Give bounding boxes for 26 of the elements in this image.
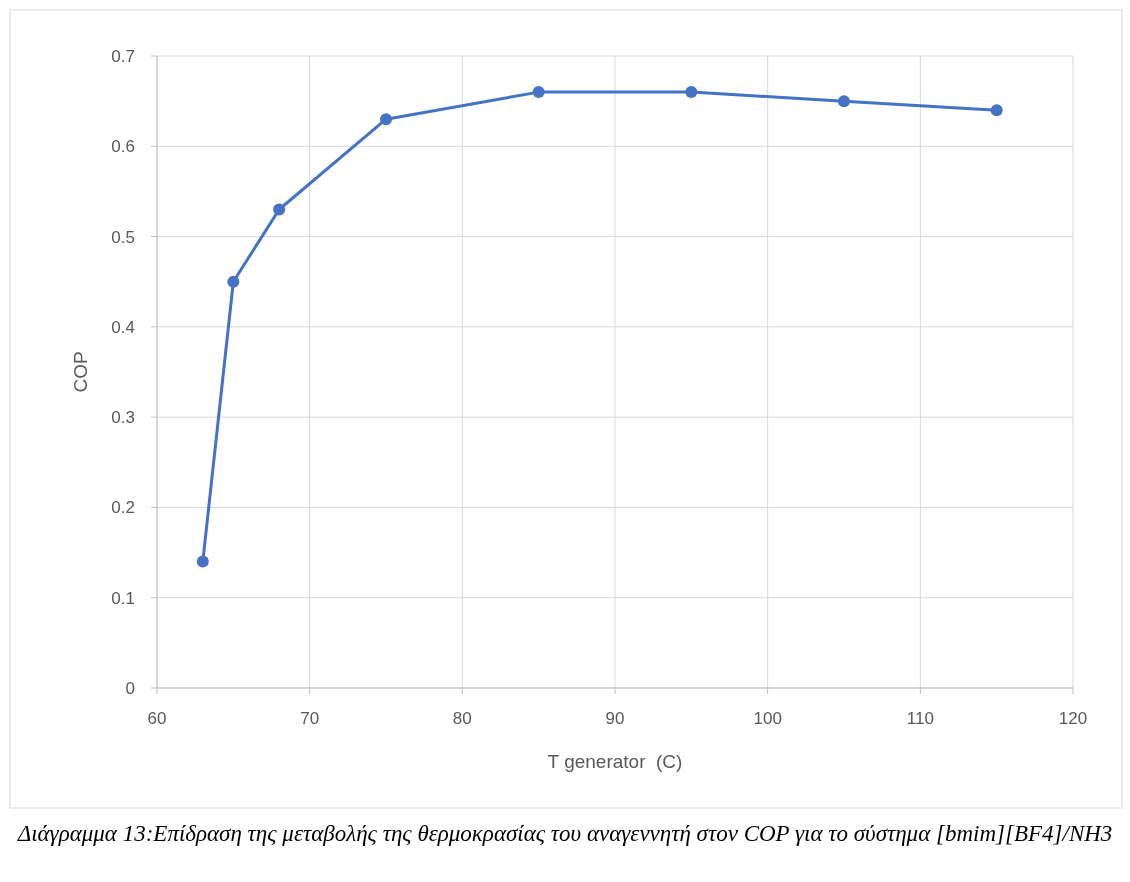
point: [838, 95, 850, 108]
x-tick-label: 110: [906, 709, 934, 728]
point: [532, 86, 545, 99]
y-axis-title: COP: [70, 351, 91, 393]
y-tick-label: 0.6: [111, 137, 135, 157]
x-tick-label: 90: [605, 709, 625, 728]
point: [273, 203, 286, 216]
point: [685, 86, 698, 99]
y-tick-label: 0.2: [111, 498, 135, 518]
x-tick-label: 100: [753, 709, 782, 728]
y-tick-label: 0.4: [111, 317, 135, 337]
y-tick-label: 0.7: [111, 46, 135, 66]
y-tick-label: 0: [125, 678, 135, 698]
y-tick-label: 0.1: [111, 588, 135, 608]
point: [227, 275, 240, 288]
x-tick-label: 70: [300, 709, 320, 728]
x-tick-label: 60: [147, 709, 167, 728]
x-axis-title: T generator (C): [547, 751, 683, 772]
point: [380, 113, 392, 126]
y-tick-label: 0.5: [111, 227, 135, 247]
point: [196, 555, 209, 568]
x-tick-label: 120: [1058, 709, 1088, 728]
y-tick-label: 0.3: [111, 408, 135, 428]
text: Διάγραμμα 13:Επίδραση της μεταβολής της θερμοκρασίας του αναγεννητή στον COP για το σύστημα [bmim][BF4]/NH3: [16, 820, 1114, 848]
point: [990, 104, 1003, 117]
x-tick-label: 80: [452, 709, 472, 728]
